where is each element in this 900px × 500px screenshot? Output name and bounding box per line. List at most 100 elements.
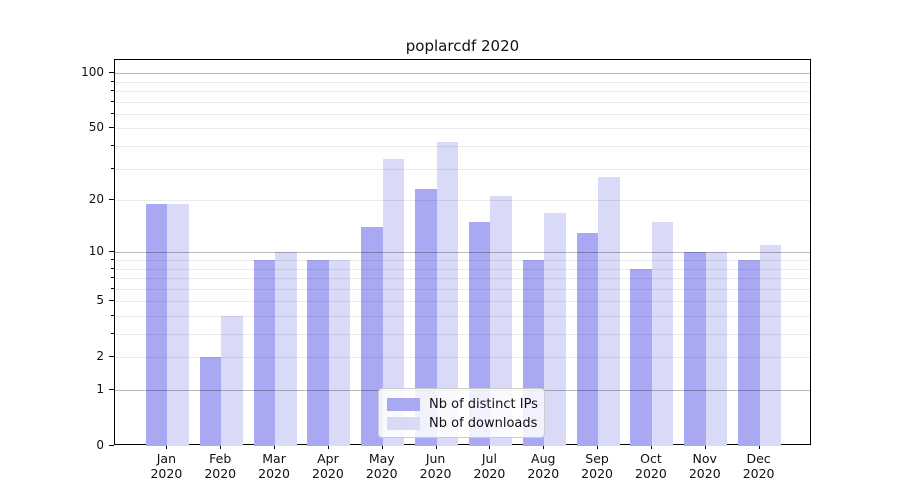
y-tick-100 [109,72,114,74]
bar-distinct-ips-mar [253,260,276,446]
y-minor-tick-40 [111,145,114,147]
x-tick-label-apr: Apr 2020 [312,451,344,481]
y-minor-tick-30 [111,167,114,169]
legend-swatch-distinct-ips [387,398,420,411]
gridline-y-100 [115,73,810,75]
y-tick-label-20: 20 [88,192,104,207]
x-tick-label-jun: Jun 2020 [419,451,452,481]
x-tick-dec [758,445,760,449]
x-tick-sep [597,445,599,449]
bar-distinct-ips-apr [307,260,329,446]
y-tick-20 [109,199,114,201]
bar-downloads-sep [598,176,620,446]
y-tick-label-1: 1 [96,382,104,397]
bar-downloads-dec [759,245,782,446]
x-tick-oct [650,445,652,449]
bar-distinct-ips-oct [630,268,652,446]
x-tick-label-oct: Oct 2020 [635,451,667,481]
x-tick-label-may: May 2020 [365,451,398,481]
gridline-y-2 [115,357,810,359]
y-tick-1 [109,389,114,391]
bar-downloads-jun [436,142,459,446]
bar-distinct-ips-nov [684,252,706,446]
bar-distinct-ips-may [361,227,383,446]
gridline-y-90 [115,81,810,83]
y-minor-tick-7 [111,277,114,279]
y-minor-tick-80 [111,90,114,92]
bar-downloads-apr [328,260,351,446]
x-tick-jul [489,445,491,449]
plot-area [114,59,811,446]
x-tick-may [381,445,383,449]
bar-distinct-ips-jan [145,204,168,446]
chart-title: poplarcdf 2020 [405,37,520,55]
legend-item-distinct-ips: Nb of distinct IPs [387,395,538,414]
gridline-y-40 [115,146,810,148]
x-tick-apr [327,445,329,449]
gridline-y-30 [115,168,810,170]
gridline-y-8 [115,268,810,270]
x-tick-label-sep: Sep 2020 [581,451,613,481]
y-tick-0 [109,445,114,446]
legend-label-distinct-ips: Nb of distinct IPs [429,397,538,412]
y-tick-10 [109,251,114,253]
bar-downloads-aug [544,212,566,446]
x-tick-label-jan: Jan 2020 [150,451,183,481]
gridline-y-60 [115,113,810,115]
gridline-y-4 [115,316,810,317]
gridline-y-70 [115,101,810,103]
x-tick-label-feb: Feb 2020 [204,451,237,481]
y-minor-tick-90 [111,80,114,82]
bar-distinct-ips-jun [415,189,437,446]
y-minor-tick-8 [111,267,114,269]
bar-distinct-ips-sep [576,232,599,446]
gridline-y-80 [115,91,810,93]
x-tick-jan [166,445,168,449]
gridline-y-50 [115,128,810,130]
legend-swatch-downloads [387,417,420,430]
x-tick-label-dec: Dec 2020 [742,451,775,481]
y-tick-label-100: 100 [81,65,104,80]
y-tick-2 [109,356,114,358]
bar-downloads-jul [490,196,512,446]
x-tick-nov [704,445,706,449]
x-tick-jun [435,445,437,449]
y-tick-label-5: 5 [96,293,104,308]
x-tick-feb [220,445,222,449]
y-tick-5 [109,300,114,302]
gridline-y-7 [115,278,810,280]
y-minor-tick-4 [111,315,114,316]
gridline-y-6 [115,288,810,290]
y-minor-tick-60 [111,112,114,114]
bar-downloads-mar [275,252,297,446]
gridline-y-5 [115,301,810,303]
y-minor-tick-3 [111,333,114,335]
legend-item-downloads: Nb of downloads [387,414,538,433]
legend: Nb of distinct IPs Nb of downloads [378,388,545,438]
bar-downloads-oct [651,222,674,446]
bar-downloads-jan [167,204,189,446]
gridline-y-10 [115,252,810,254]
y-tick-label-2: 2 [96,349,104,364]
x-tick-label-aug: Aug 2020 [527,451,560,481]
gridline-y-20 [115,200,810,202]
x-tick-mar [274,445,276,449]
bar-downloads-nov [705,252,728,446]
bar-distinct-ips-feb [199,357,222,446]
y-minor-tick-70 [111,100,114,102]
y-minor-tick-6 [111,287,114,289]
x-tick-label-jul: Jul 2020 [473,451,506,481]
x-tick-label-nov: Nov 2020 [688,451,721,481]
legend-label-downloads: Nb of downloads [429,416,538,431]
y-tick-50 [109,127,114,129]
y-minor-tick-9 [111,259,114,261]
bar-downloads-may [382,158,405,446]
y-tick-label-10: 10 [88,244,104,259]
y-tick-label-0: 0 [96,438,104,452]
x-tick-label-mar: Mar 2020 [258,451,290,481]
y-tick-label-50: 50 [88,120,104,135]
gridline-y-3 [115,334,810,336]
bar-distinct-ips-dec [738,260,760,446]
bar-downloads-feb [221,316,243,446]
